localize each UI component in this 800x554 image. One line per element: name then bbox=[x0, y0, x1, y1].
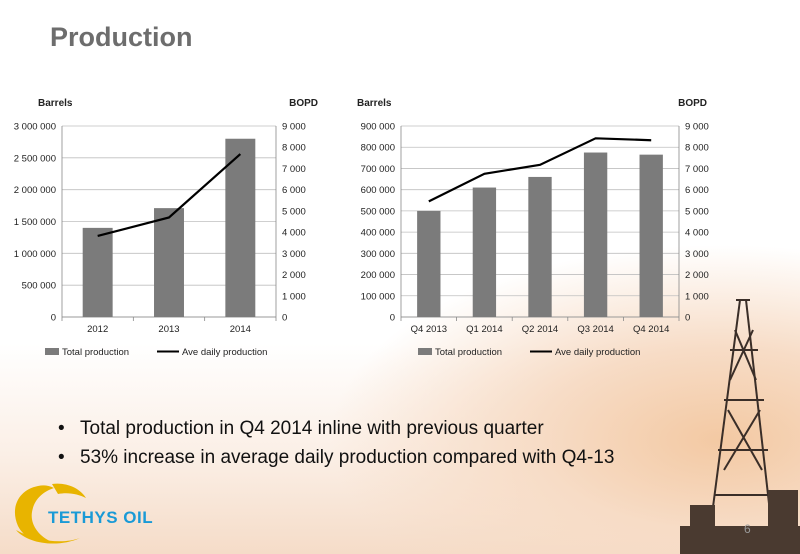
line-ave-daily-production bbox=[97, 153, 242, 237]
y-right-tick-label: 7 000 bbox=[282, 164, 306, 175]
y-left-tick-label: 200 000 bbox=[361, 270, 395, 281]
y-right-tick-label: 7 000 bbox=[685, 164, 709, 175]
y-right-axis-title: BOPD bbox=[678, 98, 707, 109]
bar-total-production bbox=[528, 176, 552, 317]
y-left-tick-label: 800 000 bbox=[361, 143, 395, 154]
y-left-tick-label: 0 bbox=[51, 313, 56, 324]
bullet-item: • Total production in Q4 2014 inline with… bbox=[58, 418, 544, 439]
y-right-axis-title: BOPD bbox=[289, 98, 318, 109]
y-left-axis-title: Barrels bbox=[357, 98, 392, 109]
x-tick-label: Q4 2014 bbox=[633, 324, 669, 335]
x-tick-label: Q3 2014 bbox=[577, 324, 613, 335]
y-right-tick-label: 2 000 bbox=[685, 270, 709, 281]
y-right-tick-label: 0 bbox=[282, 313, 287, 324]
y-left-tick-label: 700 000 bbox=[361, 164, 395, 175]
bar-total-production bbox=[639, 154, 663, 317]
logo-text: TETHYS OIL bbox=[48, 508, 154, 527]
y-right-tick-label: 3 000 bbox=[282, 249, 306, 260]
y-left-tick-label: 3 000 000 bbox=[14, 122, 56, 133]
x-tick-label: 2013 bbox=[158, 324, 179, 335]
y-left-tick-label: 2 000 000 bbox=[14, 185, 56, 196]
legend-label-ave-daily-production: Ave daily production bbox=[555, 347, 640, 358]
x-tick-label: 2014 bbox=[230, 324, 251, 335]
legend-swatch-total-production bbox=[45, 348, 59, 355]
annual-production-chart: 0 500 000 1 000 000 1 500 000 2 000 000 2 500… bbox=[14, 98, 318, 358]
y-left-tick-label: 500 000 bbox=[361, 206, 395, 217]
page-number: 6 bbox=[744, 522, 751, 536]
legend-label-ave-daily-production: Ave daily production bbox=[182, 347, 267, 358]
y-right-tick-label: 4 000 bbox=[282, 228, 306, 239]
y-left-tick-label: 600 000 bbox=[361, 185, 395, 196]
y-right-tick-label: 2 000 bbox=[282, 270, 306, 281]
x-tick-label: Q4 2013 bbox=[411, 324, 447, 335]
bar-total-production bbox=[82, 227, 113, 317]
y-right-tick-label: 1 000 bbox=[685, 291, 709, 302]
oil-rig-image bbox=[680, 299, 800, 554]
legend-label-total-production: Total production bbox=[62, 347, 129, 358]
x-tick-label: Q1 2014 bbox=[466, 324, 502, 335]
bar-total-production bbox=[154, 208, 184, 317]
y-right-tick-label: 8 000 bbox=[685, 143, 709, 154]
x-tick-label: 2012 bbox=[87, 324, 108, 335]
y-left-tick-label: 400 000 bbox=[361, 228, 395, 239]
y-right-tick-label: 9 000 bbox=[282, 122, 306, 133]
bar-total-production bbox=[417, 210, 441, 317]
y-left-tick-label: 100 000 bbox=[361, 291, 395, 302]
bullet-item: • 53% increase in average daily productio… bbox=[58, 447, 615, 468]
y-right-tick-label: 6 000 bbox=[282, 185, 306, 196]
y-left-tick-label: 2 500 000 bbox=[14, 153, 56, 164]
y-right-tick-label: 5 000 bbox=[282, 206, 306, 217]
y-left-tick-label: 1 500 000 bbox=[14, 217, 56, 228]
y-right-tick-label: 8 000 bbox=[282, 143, 306, 154]
y-right-tick-label: 0 bbox=[685, 313, 690, 324]
tethys-oil-logo bbox=[14, 483, 86, 544]
y-right-tick-label: 9 000 bbox=[685, 122, 709, 133]
y-left-tick-label: 300 000 bbox=[361, 249, 395, 260]
y-right-tick-label: 1 000 bbox=[282, 291, 306, 302]
y-right-tick-label: 4 000 bbox=[685, 228, 709, 239]
y-right-tick-label: 6 000 bbox=[685, 185, 709, 196]
y-left-tick-label: 900 000 bbox=[361, 122, 395, 133]
bar-total-production bbox=[472, 187, 497, 317]
x-tick-label: Q2 2014 bbox=[522, 324, 558, 335]
slide-title: Production bbox=[50, 22, 193, 52]
bullet-text: 53% increase in average daily production… bbox=[80, 447, 615, 468]
y-right-tick-label: 3 000 bbox=[685, 249, 709, 260]
y-right-tick-label: 5 000 bbox=[685, 206, 709, 217]
legend-swatch-total-production bbox=[418, 348, 432, 355]
legend-label-total-production: Total production bbox=[435, 347, 502, 358]
y-left-axis-title: Barrels bbox=[38, 98, 73, 109]
line-ave-daily-production bbox=[428, 137, 652, 203]
y-left-tick-label: 500 000 bbox=[22, 281, 56, 292]
bullet-list: • Total production in Q4 2014 inline with… bbox=[58, 414, 614, 472]
bar-total-production bbox=[583, 152, 608, 317]
bar-total-production bbox=[225, 138, 256, 317]
bullet-text: Total production in Q4 2014 inline with … bbox=[80, 418, 544, 439]
quarterly-production-chart: 0 100 000 200 000 300 000 400 000 500 000 600 … bbox=[357, 98, 709, 358]
y-left-tick-label: 1 000 000 bbox=[14, 249, 56, 260]
y-left-tick-label: 0 bbox=[390, 313, 395, 324]
